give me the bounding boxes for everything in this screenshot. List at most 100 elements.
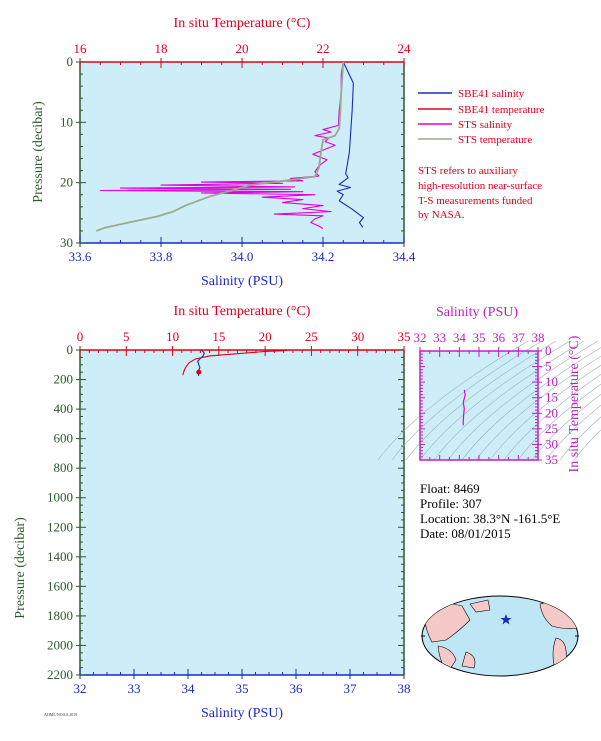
tick-label: 400 — [54, 401, 74, 416]
tick-label: 20 — [545, 405, 558, 420]
tick-label: 38 — [398, 681, 411, 696]
footer-code: AOML/NOAA 2019 — [44, 712, 77, 717]
tick-label: 33 — [128, 681, 141, 696]
tick-label: 30 — [545, 436, 558, 451]
density-contour — [377, 340, 529, 461]
profile-marker — [196, 369, 202, 375]
density-contour — [517, 383, 601, 461]
info-date: Date: 08/01/2015 — [420, 526, 511, 541]
tick-label: 30 — [60, 235, 73, 250]
tick-label: 35 — [545, 452, 558, 467]
tick-label: 34 — [182, 681, 196, 696]
tick-label: 34.0 — [231, 249, 254, 264]
tick-label: 800 — [54, 460, 74, 475]
legend-label: SBE41 temperature — [458, 104, 545, 116]
tick-label: 200 — [54, 372, 74, 387]
legend-label: STS salinity — [458, 119, 513, 131]
tick-label: 1600 — [47, 578, 73, 593]
sts-note-line: STS refers to auxiliary — [418, 165, 518, 177]
tick-label: 0 — [77, 329, 84, 344]
ts-salinity-axis-title: Salinity (PSU) — [436, 305, 518, 320]
tick-label: 35 — [398, 329, 411, 344]
top-plot-area — [80, 62, 404, 243]
ts-temperature-axis-title: In situ Temperature (°C) — [567, 335, 582, 472]
tick-label: 5 — [545, 359, 552, 374]
bottom-salinity-axis-title: Salinity (PSU) — [201, 706, 283, 721]
tick-label: 34.4 — [393, 249, 416, 264]
tick-label: 32 — [414, 330, 427, 345]
legend-label: SBE41 salinity — [458, 88, 525, 100]
sts-note-line: T-S measurements funded — [418, 195, 533, 207]
tick-label: 38 — [532, 330, 545, 345]
tick-label: 2000 — [47, 637, 73, 652]
density-contour — [391, 340, 543, 461]
top-salinity-axis-title: Salinity (PSU) — [201, 274, 283, 289]
tick-label: 1800 — [47, 608, 73, 623]
density-contour — [503, 374, 601, 461]
tick-label: 16 — [74, 41, 88, 56]
density-contour — [419, 340, 571, 461]
density-contour — [545, 404, 601, 461]
bottom-plot-area — [80, 350, 404, 675]
bottom-pressure-axis-title: Pressure (decibar) — [13, 517, 28, 619]
ts-plot-area — [420, 351, 538, 460]
tick-label: 37 — [512, 330, 526, 345]
tick-label: 0 — [67, 342, 74, 357]
tick-label: 1400 — [47, 549, 73, 564]
map-land — [437, 645, 457, 673]
tick-label: 34.2 — [312, 249, 335, 264]
tick-label: 35 — [236, 681, 249, 696]
tick-label: 18 — [155, 41, 168, 56]
legend-label: STS temperature — [458, 134, 532, 146]
tick-label: 10 — [166, 329, 179, 344]
density-contour — [573, 429, 601, 461]
info-float: Float: 8469 — [420, 481, 480, 496]
tick-label: 5 — [123, 329, 130, 344]
ts-curve — [462, 389, 466, 426]
tick-label: 20 — [236, 41, 249, 56]
tick-label: 36 — [492, 330, 506, 345]
tick-label: 10 — [545, 374, 558, 389]
tick-label: 36 — [290, 681, 304, 696]
tick-label: 1200 — [47, 519, 73, 534]
top-pressure-axis-title: Pressure (decibar) — [31, 101, 46, 203]
tick-label: 15 — [545, 390, 558, 405]
density-contour — [461, 347, 601, 461]
tick-label: 10 — [60, 114, 73, 129]
map-land — [461, 651, 476, 669]
tick-label: 30 — [351, 329, 364, 344]
sts-note-line: high-resolution near-surface — [418, 180, 542, 192]
tick-label: 25 — [305, 329, 318, 344]
map-land — [469, 599, 491, 613]
top-temperature-axis-title: In situ Temperature (°C) — [174, 16, 311, 31]
tick-label: 20 — [259, 329, 272, 344]
ts-density-contours — [377, 340, 601, 461]
tick-label: 24 — [398, 41, 412, 56]
info-location: Location: 38.3°N -161.5°E — [420, 511, 560, 526]
info-profile: Profile: 307 — [420, 496, 482, 511]
tick-label: 22 — [317, 41, 330, 56]
tick-label: 35 — [473, 330, 486, 345]
bottom-temperature-axis-title: In situ Temperature (°C) — [174, 304, 311, 319]
float-location-star — [500, 614, 512, 625]
density-contour — [433, 340, 585, 461]
tick-label: 600 — [54, 431, 74, 446]
tick-label: 37 — [344, 681, 358, 696]
tick-label: 33.8 — [150, 249, 173, 264]
bottom-temperature-line — [182, 349, 289, 376]
density-contour — [447, 340, 599, 461]
tick-label: 15 — [212, 329, 225, 344]
density-contour — [559, 416, 601, 461]
density-contour — [489, 364, 601, 461]
tick-label: 1000 — [47, 490, 73, 505]
tick-label: 0 — [545, 343, 552, 358]
sts-temperature-line — [95, 61, 345, 232]
sts-note-line: by NASA. — [418, 209, 465, 221]
tick-label: 2200 — [47, 667, 73, 682]
tick-label: 0 — [67, 54, 74, 69]
density-contour — [531, 394, 601, 461]
tick-label: 33.6 — [69, 249, 92, 264]
sbe41-salinity-line — [336, 61, 365, 228]
